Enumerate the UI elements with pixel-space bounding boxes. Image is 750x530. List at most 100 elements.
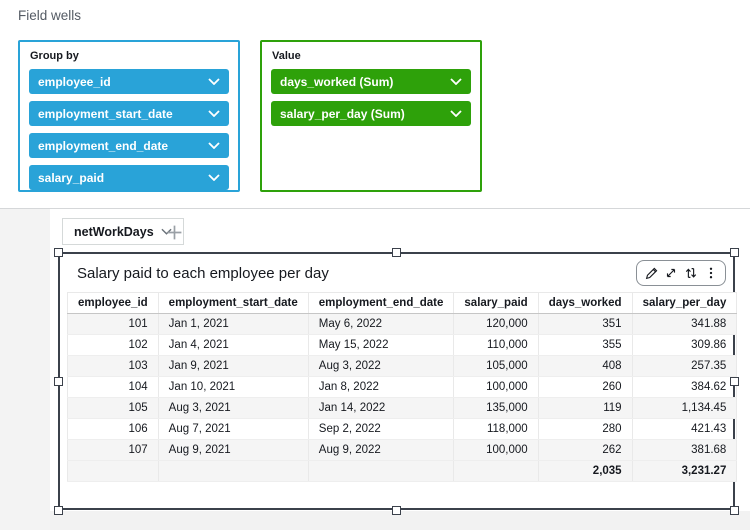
pill-label: salary_per_day (Sum): [280, 106, 405, 121]
group-by-well: Group by employee_id employment_start_da…: [18, 40, 240, 192]
table-cell: May 15, 2022: [308, 334, 455, 356]
column-header-salary-paid[interactable]: salary_paid: [453, 292, 539, 314]
table-cell: 309.86: [632, 334, 738, 356]
table-cell: 408: [538, 355, 633, 377]
table-row: 102 Jan 4, 2021 May 15, 2022 110,000 355…: [67, 334, 738, 356]
chevron-down-icon: [450, 78, 462, 85]
table-cell: Aug 7, 2021: [158, 418, 309, 440]
pill-salary-paid[interactable]: salary_paid: [29, 165, 229, 190]
edit-visual-button[interactable]: [641, 263, 661, 283]
field-wells-title: Field wells: [18, 8, 82, 23]
canvas-left-margin: [0, 209, 50, 530]
table-cell: 104: [67, 376, 159, 398]
table-cell: Jan 10, 2021: [158, 376, 309, 398]
table-cell: 105: [67, 397, 159, 419]
chevron-down-icon[interactable]: [161, 228, 172, 235]
table-cell: Aug 9, 2021: [158, 439, 309, 461]
pill-employment-start-date[interactable]: employment_start_date: [29, 101, 229, 126]
table-cell: Jan 1, 2021: [158, 313, 309, 335]
resize-handle[interactable]: [54, 377, 63, 386]
column-header-employment-start-date[interactable]: employment_start_date: [158, 292, 309, 314]
maximize-visual-button[interactable]: [661, 263, 681, 283]
table-cell: 100,000: [453, 439, 539, 461]
visual-toolbar: [636, 260, 726, 286]
table-row: 103 Jan 9, 2021 Aug 3, 2022 105,000 408 …: [67, 355, 738, 377]
chevron-down-icon: [450, 110, 462, 117]
totals-row: 2,035 3,231.27: [67, 460, 738, 482]
table-row: 107 Aug 9, 2021 Aug 9, 2022 100,000 262 …: [67, 439, 738, 461]
chevron-down-icon: [208, 174, 220, 181]
table-cell: Aug 3, 2021: [158, 397, 309, 419]
table-cell: Jan 4, 2021: [158, 334, 309, 356]
section-divider: [0, 208, 750, 209]
total-cell: 3,231.27: [632, 460, 738, 482]
table-row: 101 Jan 1, 2021 May 6, 2022 120,000 351 …: [67, 313, 738, 335]
table-cell: 1,134.45: [632, 397, 738, 419]
pill-employee-id[interactable]: employee_id: [29, 69, 229, 94]
resize-handle[interactable]: [54, 506, 63, 515]
column-header-employment-end-date[interactable]: employment_end_date: [308, 292, 455, 314]
kebab-menu-icon: [709, 267, 713, 279]
table-cell: 384.62: [632, 376, 738, 398]
pivot-table: employee_id employment_start_date employ…: [67, 292, 738, 482]
canvas-bottom-margin: [50, 511, 750, 530]
resize-handle[interactable]: [730, 248, 739, 257]
table-cell: 135,000: [453, 397, 539, 419]
total-cell: [308, 460, 455, 482]
sheet-tab-networkdays[interactable]: netWorkDays: [62, 218, 184, 245]
total-cell: [453, 460, 539, 482]
visual-title: Salary paid to each employee per day: [77, 265, 329, 282]
table-cell: 421.43: [632, 418, 738, 440]
pill-label: employment_start_date: [38, 106, 173, 121]
pill-salary-per-day-sum[interactable]: salary_per_day (Sum): [271, 101, 471, 126]
table-cell: 101: [67, 313, 159, 335]
table-row: 106 Aug 7, 2021 Sep 2, 2022 118,000 280 …: [67, 418, 738, 440]
chevron-down-icon: [208, 142, 220, 149]
resize-handle[interactable]: [730, 377, 739, 386]
column-header-days-worked[interactable]: days_worked: [538, 292, 633, 314]
table-cell: 260: [538, 376, 633, 398]
total-cell: 2,035: [538, 460, 633, 482]
table-cell: Aug 9, 2022: [308, 439, 455, 461]
column-header-employee-id[interactable]: employee_id: [67, 292, 159, 314]
swap-arrows-button[interactable]: [681, 263, 701, 283]
table-row: 104 Jan 10, 2021 Jan 8, 2022 100,000 260…: [67, 376, 738, 398]
up-down-arrows-icon: [685, 268, 697, 278]
table-cell: 280: [538, 418, 633, 440]
table-cell: Jan 9, 2021: [158, 355, 309, 377]
table-cell: Sep 2, 2022: [308, 418, 455, 440]
pill-employment-end-date[interactable]: employment_end_date: [29, 133, 229, 158]
table-cell: 118,000: [453, 418, 539, 440]
table-cell: Jan 14, 2022: [308, 397, 455, 419]
resize-handle[interactable]: [54, 248, 63, 257]
table-cell: 110,000: [453, 334, 539, 356]
sheet-tab-label: netWorkDays: [74, 224, 154, 239]
table-cell: 107: [67, 439, 159, 461]
group-by-label: Group by: [30, 50, 79, 62]
maximize-arrows-icon: [666, 268, 676, 278]
value-well: Value days_worked (Sum) salary_per_day (…: [260, 40, 482, 192]
plus-icon: [167, 225, 181, 239]
table-cell: 381.68: [632, 439, 738, 461]
table-cell: 105,000: [453, 355, 539, 377]
pill-label: employee_id: [38, 74, 111, 89]
table-cell: 102: [67, 334, 159, 356]
add-sheet-button[interactable]: [163, 221, 185, 243]
table-visual[interactable]: Salary paid to each employee per day: [58, 252, 738, 510]
resize-handle[interactable]: [730, 506, 739, 515]
column-header-salary-per-day[interactable]: salary_per_day: [632, 292, 738, 314]
value-label: Value: [272, 50, 301, 62]
resize-handle[interactable]: [392, 506, 401, 515]
pill-label: days_worked (Sum): [280, 74, 394, 89]
table-cell: May 6, 2022: [308, 313, 455, 335]
table-cell: 106: [67, 418, 159, 440]
resize-handle[interactable]: [392, 248, 401, 257]
table-cell: 103: [67, 355, 159, 377]
pill-days-worked-sum[interactable]: days_worked (Sum): [271, 69, 471, 94]
visual-menu-button[interactable]: [701, 263, 721, 283]
table-cell: 351: [538, 313, 633, 335]
table-cell: 100,000: [453, 376, 539, 398]
table-cell: Jan 8, 2022: [308, 376, 455, 398]
table-cell: 119: [538, 397, 633, 419]
